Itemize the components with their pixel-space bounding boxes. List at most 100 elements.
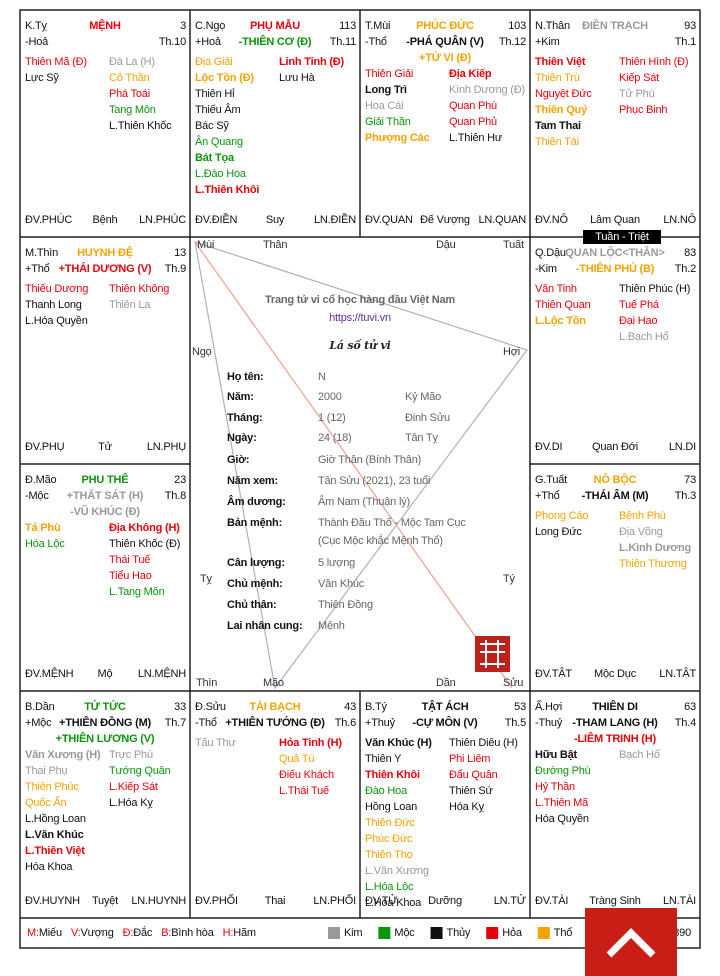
element-swatch: [430, 927, 443, 939]
branch: N.Thân: [535, 20, 570, 32]
star: Thiên Quý: [535, 104, 588, 116]
bottom-middle: Mộ: [98, 668, 113, 680]
element-name: Hỏa: [502, 927, 523, 939]
star: Tử Phù: [619, 88, 655, 100]
info-value: (Cục Mộc khắc Mệnh Thổ): [318, 534, 443, 547]
bottom-left: ĐV.MỆNH: [25, 667, 74, 680]
bottom-right: LN.DI: [669, 441, 696, 453]
branch-corner: Tỵ: [200, 573, 213, 585]
star: Phi Liêm: [449, 753, 490, 765]
star: Hỷ Thần: [535, 781, 575, 793]
age: 113: [339, 20, 356, 32]
star: Đà La (H): [109, 56, 155, 68]
major-star: -PHÁ QUÂN (V): [406, 35, 484, 48]
star: Nguyệt Đức: [535, 88, 592, 100]
star: Phá Toái: [109, 88, 150, 100]
star: L.Tang Môn: [109, 586, 165, 598]
star: Thiên Không: [109, 283, 169, 295]
star: Linh Tinh (Đ): [279, 56, 345, 68]
month: Th.7: [165, 717, 186, 729]
star: Quốc Ấn: [25, 796, 66, 809]
branch-corner: Dần: [436, 677, 456, 689]
star: L.Thiên Khôi: [195, 184, 259, 196]
bottom-right: LN.TỬ: [494, 894, 526, 907]
star: Địa Võng: [619, 526, 663, 538]
bottom-middle: Đế Vượng: [420, 214, 470, 226]
info-value: 5 lượng: [318, 557, 355, 569]
bottom-middle: Tử: [98, 441, 113, 453]
major-star: -LIÊM TRINH (H): [574, 732, 656, 745]
info-label: Năm xem:: [227, 475, 278, 487]
star: Ân Quang: [195, 135, 243, 148]
scroll-top-button[interactable]: [585, 908, 677, 976]
star: L.Thiên Mã: [535, 797, 589, 809]
star: L.Kiếp Sát: [109, 781, 158, 793]
element: -Mộc: [25, 490, 49, 502]
legend-text: Hãm: [233, 927, 256, 939]
star: Thiên La: [109, 299, 151, 311]
bottom-right: LN.QUAN: [479, 214, 527, 226]
palace-name: TÀI BẠCH: [250, 700, 301, 713]
chart-title: Lá số tử vi: [328, 339, 390, 352]
element-name: Thổ: [554, 927, 572, 939]
major-star: -VŨ KHÚC (Đ): [70, 505, 140, 518]
branch: Đ.Mão: [25, 474, 56, 486]
month: Th.9: [165, 263, 186, 275]
major-star: -THÁI ÂM (M): [582, 489, 649, 502]
palace-name: ĐIỀN TRẠCH: [582, 19, 648, 32]
bottom-right: LN.HUYNH: [131, 895, 186, 907]
star: Thiên Hình (Đ): [619, 56, 688, 68]
star: Đường Phù: [535, 765, 591, 777]
star: Đại Hao: [619, 315, 657, 327]
branch-corner: Mão: [263, 677, 284, 689]
element-name: Kim: [344, 927, 362, 939]
url: https://tuvi.vn: [329, 312, 391, 324]
info-value: 2000: [318, 391, 342, 403]
major-star: -THAM LANG (H): [572, 717, 658, 729]
bottom-middle: Lâm Quan: [590, 214, 640, 226]
star: Tướng Quân: [109, 765, 171, 777]
star: Tuế Phá: [619, 299, 660, 311]
star: Thiên Khốc (Đ): [109, 538, 180, 550]
bottom-right: LN.TÀI: [663, 894, 696, 907]
branch-corner: Hợi: [503, 346, 520, 358]
bottom-left: ĐV.TẬT: [535, 667, 572, 680]
star: Thiên Y: [365, 753, 402, 765]
bottom-left: ĐV.QUAN: [365, 214, 413, 226]
star: Văn Khúc (H): [365, 737, 432, 749]
legend-text: Vượng: [80, 927, 113, 939]
bottom-right: LN.PHÚC: [139, 213, 186, 226]
age: 103: [508, 20, 526, 32]
element-swatch: [537, 927, 550, 939]
palace-name: QUAN LỘC<THÂN>: [565, 246, 664, 259]
star: Hoa Cái: [365, 100, 403, 112]
legend-key: B:: [161, 927, 171, 939]
legend-key: Đ:: [123, 927, 134, 939]
seal: [475, 636, 510, 672]
star: Trực Phù: [109, 749, 153, 761]
code: 890: [673, 927, 691, 939]
star: Kiếp Sát: [619, 72, 659, 84]
star: Bác Sỹ: [195, 120, 229, 132]
info-label: Họ tên:: [227, 371, 263, 383]
info-value: Đinh Sửu: [405, 412, 450, 424]
element: -Thổ: [195, 717, 217, 729]
star: Quả Tú: [279, 753, 314, 765]
element: +Thổ: [535, 490, 560, 502]
element-swatch: [486, 927, 499, 939]
palace-name: NÔ BỘC: [594, 473, 637, 486]
star: Tả Phù: [25, 522, 60, 534]
element-name: Thủy: [447, 927, 471, 939]
star: Giải Thần: [365, 116, 411, 128]
bottom-middle: Suy: [266, 214, 285, 226]
branch: B.Dần: [25, 701, 55, 713]
info-label: Chủ mệnh:: [227, 578, 283, 590]
bottom-middle: Dưỡng: [428, 895, 462, 907]
element: +Kim: [535, 36, 560, 48]
info-label: Cân lượng:: [227, 557, 285, 569]
info-value: Thành Đầu Thổ - Mộc Tam Cục: [318, 517, 466, 529]
star: Bát Tọa: [195, 152, 235, 164]
star: Tang Môn: [109, 104, 156, 116]
star: Thiên Phúc (H): [619, 283, 690, 295]
